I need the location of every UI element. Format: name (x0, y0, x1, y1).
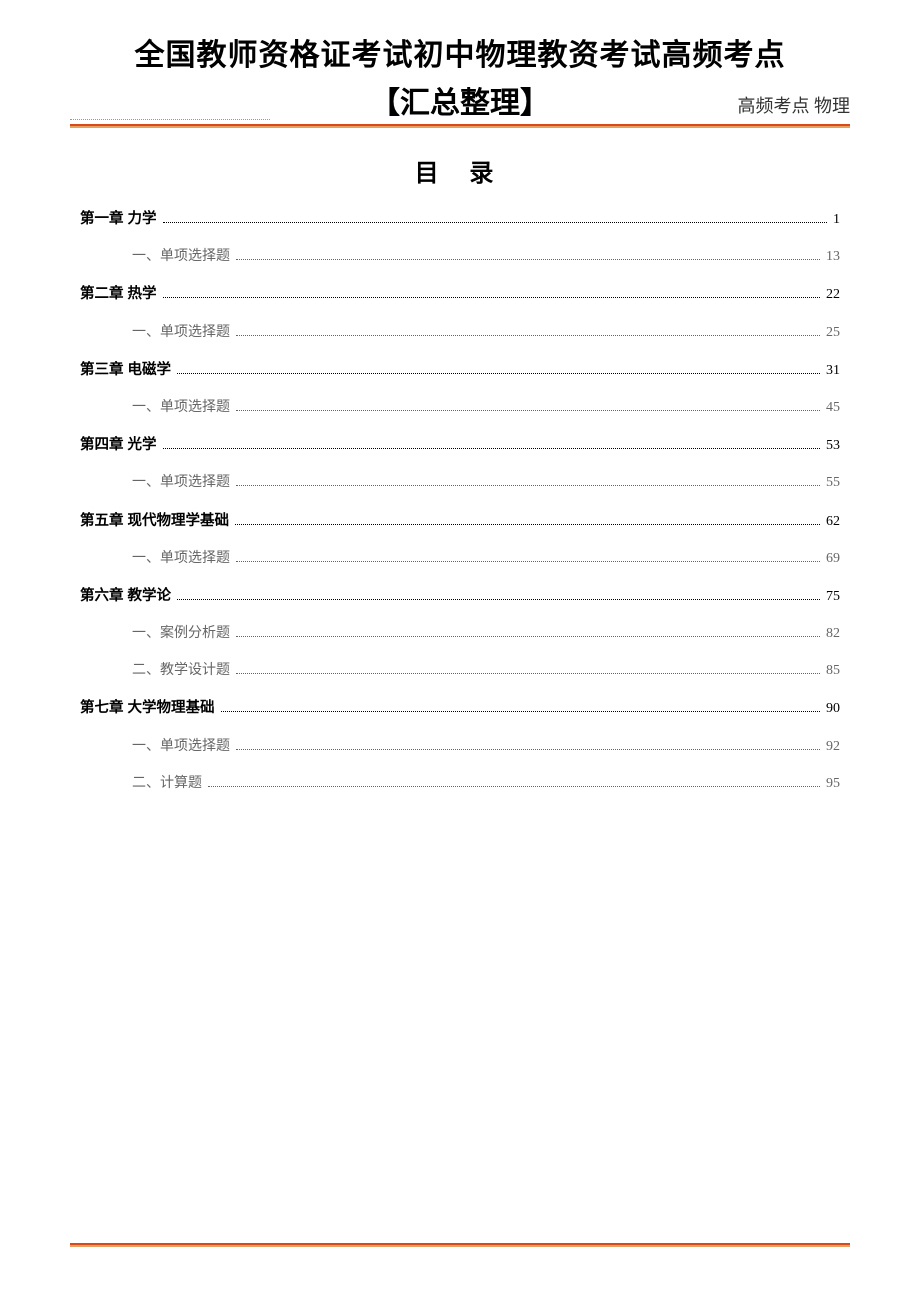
toc-item-label: 二、计算题 (132, 771, 204, 796)
header-dotted-line (70, 119, 270, 120)
toc-item-page: 62 (824, 509, 840, 534)
toc-item-page: 22 (824, 282, 840, 307)
toc-chapter-item: 第五章 现代物理学基础 62 (80, 508, 840, 534)
toc-item-page: 45 (824, 395, 840, 420)
toc-chapter-item: 第三章 电磁学 31 (80, 357, 840, 383)
toc-sub-item: 一、案例分析题 82 (80, 621, 840, 646)
toc-leader-dots (236, 259, 820, 260)
toc-leader-dots (236, 485, 820, 486)
toc-sub-item: 一、单项选择题 69 (80, 546, 840, 571)
toc-sub-item: 一、单项选择题 55 (80, 470, 840, 495)
toc-chapter-item: 第六章 教学论 75 (80, 583, 840, 609)
toc-item-page: 75 (824, 584, 840, 609)
toc-leader-dots (236, 335, 820, 336)
toc-item-label: 一、单项选择题 (132, 470, 232, 495)
header-right-label: 高频考点 物理 (738, 92, 851, 118)
toc-item-page: 53 (824, 433, 840, 458)
toc-title: 目 录 (70, 153, 850, 188)
footer-rule (70, 1243, 850, 1247)
toc-item-label: 第六章 教学论 (80, 583, 173, 609)
toc-item-label: 二、教学设计题 (132, 658, 232, 683)
toc-item-label: 第七章 大学物理基础 (80, 695, 217, 721)
toc-sub-item: 二、计算题 95 (80, 771, 840, 796)
toc-sub-item: 一、单项选择题 13 (80, 244, 840, 269)
toc-sub-item: 二、教学设计题 85 (80, 658, 840, 683)
toc-item-page: 31 (824, 358, 840, 383)
toc-leader-dots (236, 673, 820, 674)
toc-item-page: 92 (824, 734, 840, 759)
toc-chapter-item: 第七章 大学物理基础 90 (80, 695, 840, 721)
toc-item-label: 第四章 光学 (80, 432, 159, 458)
toc-item-label: 一、单项选择题 (132, 546, 232, 571)
bracket-title: 【汇总整理】 (370, 78, 550, 122)
toc-item-page: 1 (831, 207, 840, 232)
toc-item-page: 95 (824, 771, 840, 796)
toc-item-page: 90 (824, 696, 840, 721)
toc-leader-dots (236, 561, 820, 562)
subtitle-row: 【汇总整理】 高频考点 物理 (70, 78, 850, 128)
toc-item-label: 一、单项选择题 (132, 395, 232, 420)
toc-item-page: 82 (824, 621, 840, 646)
toc-item-page: 25 (824, 320, 840, 345)
toc-leader-dots (236, 749, 820, 750)
toc-item-page: 13 (824, 244, 840, 269)
toc-chapter-item: 第一章 力学 1 (80, 206, 840, 232)
toc-sub-item: 一、单项选择题 45 (80, 395, 840, 420)
toc-item-page: 85 (824, 658, 840, 683)
toc-list: 第一章 力学 1 一、单项选择题 13 第二章 热学 22 一、单项选择题 25 第三章 电磁学… (70, 206, 850, 796)
toc-chapter-item: 第四章 光学 53 (80, 432, 840, 458)
toc-item-label: 第一章 力学 (80, 206, 159, 232)
toc-leader-dots (236, 636, 820, 637)
toc-leader-dots (163, 297, 820, 298)
toc-leader-dots (236, 410, 820, 411)
toc-leader-dots (177, 373, 820, 374)
toc-sub-item: 一、单项选择题 92 (80, 734, 840, 759)
toc-item-label: 第二章 热学 (80, 281, 159, 307)
toc-leader-dots (235, 524, 820, 525)
toc-leader-dots (163, 448, 820, 449)
header-section: 全国教师资格证考试初中物理教资考试高频考点 【汇总整理】 高频考点 物理 (70, 30, 850, 128)
toc-item-page: 55 (824, 470, 840, 495)
main-title: 全国教师资格证考试初中物理教资考试高频考点 (70, 30, 850, 74)
toc-item-label: 第三章 电磁学 (80, 357, 173, 383)
page-container: 全国教师资格证考试初中物理教资考试高频考点 【汇总整理】 高频考点 物理 目 录… (0, 0, 920, 1302)
toc-leader-dots (221, 711, 820, 712)
toc-leader-dots (208, 786, 820, 787)
toc-item-label: 第五章 现代物理学基础 (80, 508, 231, 534)
toc-item-label: 一、单项选择题 (132, 734, 232, 759)
toc-item-label: 一、案例分析题 (132, 621, 232, 646)
toc-sub-item: 一、单项选择题 25 (80, 320, 840, 345)
toc-leader-dots (177, 599, 820, 600)
toc-item-page: 69 (824, 546, 840, 571)
toc-chapter-item: 第二章 热学 22 (80, 281, 840, 307)
toc-leader-dots (163, 222, 827, 223)
toc-item-label: 一、单项选择题 (132, 244, 232, 269)
toc-item-label: 一、单项选择题 (132, 320, 232, 345)
